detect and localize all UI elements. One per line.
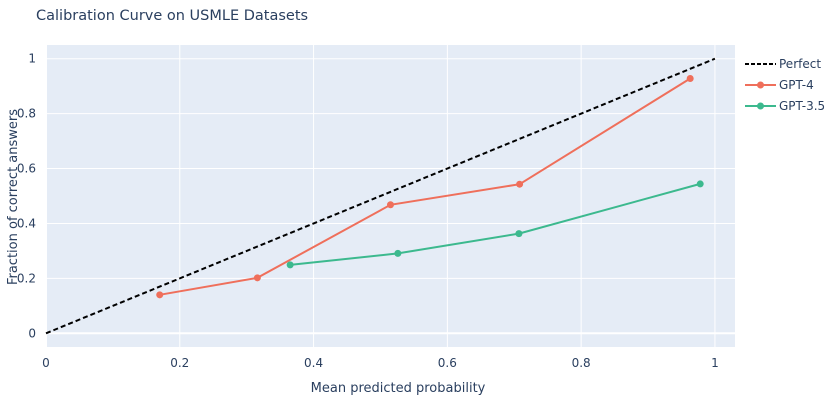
y-tick-labels: 0 0.2 0.4 0.6 0.8 1: [17, 52, 36, 341]
legend[interactable]: Perfect GPT-4 GPT-3.5: [745, 57, 825, 113]
data-point-gpt-3-5: [394, 249, 402, 257]
x-tick-label: 1: [711, 356, 719, 370]
x-tick-label: 0: [42, 356, 50, 370]
y-tick-label: 1: [28, 52, 36, 66]
grid-lines: [45, 45, 735, 347]
series-perfect: [45, 57, 716, 335]
series-line-perfect: [45, 57, 716, 335]
x-tick-label: 0.6: [438, 356, 457, 370]
x-tick-label: 0.8: [572, 356, 591, 370]
y-tick-label: 0.4: [17, 216, 36, 230]
data-point-gpt-4: [156, 291, 164, 299]
series-line-gpt-3-5: [290, 182, 701, 266]
legend-label: GPT-4: [779, 78, 814, 92]
series-layer: [45, 57, 716, 335]
chart-title: Calibration Curve on USMLE Datasets: [36, 8, 308, 24]
x-tick-label: 0.4: [304, 356, 323, 370]
data-point-gpt-3-5: [515, 230, 523, 238]
y-tick-label: 0: [28, 326, 36, 340]
data-point-gpt-3-5: [286, 261, 294, 269]
legend-item-perfect[interactable]: Perfect: [745, 57, 821, 71]
data-point-gpt-4: [387, 201, 394, 209]
legend-marker: [757, 81, 764, 89]
legend-label: Perfect: [779, 57, 821, 71]
data-point-gpt-3-5: [696, 180, 704, 188]
legend-item-gpt-3-5[interactable]: GPT-3.5: [745, 99, 825, 113]
legend-label: GPT-3.5: [779, 99, 825, 113]
series-gpt-3-5: [286, 180, 704, 269]
x-axis-label: Mean predicted probability: [311, 381, 486, 396]
legend-marker: [757, 102, 764, 110]
data-point-gpt-4: [516, 180, 524, 188]
y-axis-label: Fraction of correct answers: [6, 109, 21, 285]
x-tick-label: 0.2: [170, 356, 189, 370]
y-tick-label: 0.6: [17, 162, 36, 176]
plot-area: [46, 45, 735, 347]
x-tick-labels: 0 0.2 0.4 0.6 0.8 1: [42, 356, 719, 370]
legend-item-gpt-4[interactable]: GPT-4: [745, 78, 814, 92]
data-point-gpt-4: [253, 274, 261, 282]
data-point-gpt-4: [686, 74, 694, 82]
series-gpt-4: [156, 74, 694, 299]
y-tick-label: 0.8: [17, 107, 36, 121]
y-tick-label: 0.2: [17, 271, 36, 285]
